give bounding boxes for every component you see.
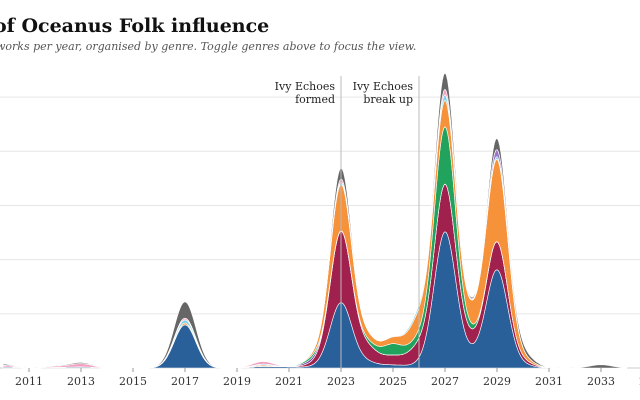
series-area: [3, 94, 627, 369]
x-tick-label: 2017: [171, 375, 199, 388]
x-tick-label: 2025: [379, 375, 407, 388]
series-area: [3, 126, 627, 369]
x-tick-label: 2031: [535, 375, 563, 388]
series-area: [3, 99, 627, 369]
x-tick-label: 2033: [587, 375, 615, 388]
x-tick-label: 2029: [483, 375, 511, 388]
series-area: [3, 183, 627, 369]
annotation-label: break up: [363, 93, 413, 106]
series-area: [3, 94, 627, 369]
x-tick-label: 2021: [275, 375, 303, 388]
annotation-label: Ivy Echoes: [353, 80, 414, 93]
annotation-label: formed: [295, 93, 335, 106]
x-axis: 2011 2013 2015 2017 2019 2021 2023 2025 2027 2029…: [15, 368, 640, 388]
series-area: [2, 88, 627, 369]
x-tick-label: 2011: [15, 375, 43, 388]
annotation-label: Ivy Echoes: [275, 80, 336, 93]
x-tick-label: 2019: [223, 375, 251, 388]
series-areas: [2, 72, 628, 369]
chart-subtitle: works per year, organised by genre. Togg…: [0, 40, 417, 53]
chart-title: of Oceanus Folk influence: [0, 15, 270, 37]
x-tick-label: 2023: [327, 375, 355, 388]
series-area: [2, 72, 628, 369]
x-tick-label: 2027: [431, 375, 459, 388]
series-area: [3, 183, 627, 369]
x-tick-label: 2013: [67, 375, 95, 388]
x-tick-label: 2015: [119, 375, 147, 388]
